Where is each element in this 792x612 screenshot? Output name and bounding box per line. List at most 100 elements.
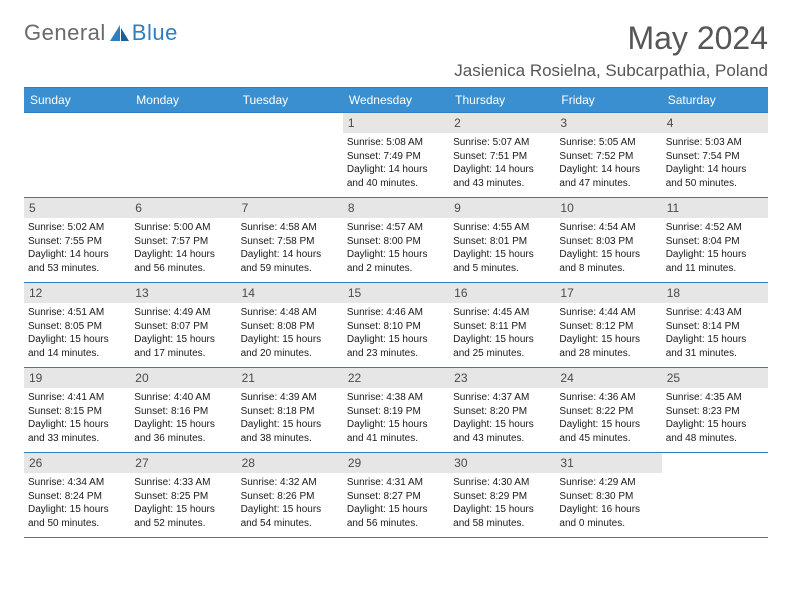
daylight-line: Daylight: 15 hours and 8 minutes. — [559, 248, 657, 275]
daylight-line: Daylight: 15 hours and 41 minutes. — [347, 418, 445, 445]
day-number: 25 — [662, 368, 768, 388]
title-block: May 2024 Jasienica Rosielna, Subcarpathi… — [454, 20, 768, 81]
sunset-line: Sunset: 8:10 PM — [347, 320, 445, 334]
month-title: May 2024 — [454, 20, 768, 57]
day-cell: 7 Sunrise: 4:58 AMSunset: 7:58 PMDaylight… — [237, 197, 343, 282]
bottom-rule — [24, 537, 768, 538]
daylight-line: Daylight: 15 hours and 28 minutes. — [559, 333, 657, 360]
daylight-line: Daylight: 16 hours and 0 minutes. — [559, 503, 657, 530]
sunset-line: Sunset: 8:23 PM — [666, 405, 764, 419]
day-cell: 23Sunrise: 4:37 AMSunset: 8:20 PMDayligh… — [449, 367, 555, 452]
day-number: 18 — [662, 283, 768, 303]
day-number: 23 — [449, 368, 555, 388]
day-cell: 11Sunrise: 4:52 AMSunset: 8:04 PMDayligh… — [662, 197, 768, 282]
day-info: Sunrise: 5:00 AMSunset: 7:57 PMDaylight:… — [134, 221, 232, 275]
day-info: Sunrise: 5:05 AMSunset: 7:52 PMDaylight:… — [559, 136, 657, 190]
day-cell: 14Sunrise: 4:48 AMSunset: 8:08 PMDayligh… — [237, 282, 343, 367]
sunset-line: Sunset: 8:29 PM — [453, 490, 551, 504]
day-info: Sunrise: 4:36 AMSunset: 8:22 PMDaylight:… — [559, 391, 657, 445]
daylight-line: Daylight: 15 hours and 52 minutes. — [134, 503, 232, 530]
daylight-line: Daylight: 14 hours and 56 minutes. — [134, 248, 232, 275]
sunrise-line: Sunrise: 4:44 AM — [559, 306, 657, 320]
sunrise-line: Sunrise: 4:32 AM — [241, 476, 339, 490]
day-info: Sunrise: 4:49 AMSunset: 8:07 PMDaylight:… — [134, 306, 232, 360]
day-info: Sunrise: 4:33 AMSunset: 8:25 PMDaylight:… — [134, 476, 232, 530]
sunset-line: Sunset: 8:20 PM — [453, 405, 551, 419]
day-number: 19 — [24, 368, 130, 388]
sunrise-line: Sunrise: 4:58 AM — [241, 221, 339, 235]
day-header: Monday — [130, 88, 236, 112]
day-cell: 29Sunrise: 4:31 AMSunset: 8:27 PMDayligh… — [343, 452, 449, 537]
sunset-line: Sunset: 8:00 PM — [347, 235, 445, 249]
daylight-line: Daylight: 15 hours and 25 minutes. — [453, 333, 551, 360]
sunset-line: Sunset: 8:30 PM — [559, 490, 657, 504]
sunset-line: Sunset: 8:04 PM — [666, 235, 764, 249]
sunrise-line: Sunrise: 4:38 AM — [347, 391, 445, 405]
daylight-line: Daylight: 15 hours and 48 minutes. — [666, 418, 764, 445]
sunset-line: Sunset: 8:12 PM — [559, 320, 657, 334]
day-number: 7 — [237, 198, 343, 218]
day-info: Sunrise: 4:38 AMSunset: 8:19 PMDaylight:… — [347, 391, 445, 445]
sunrise-line: Sunrise: 5:02 AM — [28, 221, 126, 235]
sunset-line: Sunset: 7:57 PM — [134, 235, 232, 249]
day-cell-empty: . — [237, 112, 343, 197]
location: Jasienica Rosielna, Subcarpathia, Poland — [454, 61, 768, 81]
day-info: Sunrise: 5:07 AMSunset: 7:51 PMDaylight:… — [453, 136, 551, 190]
day-cell: 19 Sunrise: 4:41 AMSunset: 8:15 PMDayligh… — [24, 367, 130, 452]
sunset-line: Sunset: 8:22 PM — [559, 405, 657, 419]
day-header: Saturday — [662, 88, 768, 112]
day-number: 22 — [343, 368, 449, 388]
sunrise-line: Sunrise: 4:39 AM — [241, 391, 339, 405]
day-cell: 9Sunrise: 4:55 AMSunset: 8:01 PMDaylight… — [449, 197, 555, 282]
sunrise-line: Sunrise: 5:03 AM — [666, 136, 764, 150]
sunset-line: Sunset: 7:58 PM — [241, 235, 339, 249]
day-info: Sunrise: 4:35 AMSunset: 8:23 PMDaylight:… — [666, 391, 764, 445]
daylight-line: Daylight: 15 hours and 38 minutes. — [241, 418, 339, 445]
day-cell: 5Sunrise: 5:02 AMSunset: 7:55 PMDaylight… — [24, 197, 130, 282]
day-header: Friday — [555, 88, 661, 112]
sunrise-line: Sunrise: 5:08 AM — [347, 136, 445, 150]
sunset-line: Sunset: 8:26 PM — [241, 490, 339, 504]
sunset-line: Sunset: 7:51 PM — [453, 150, 551, 164]
day-info: Sunrise: 4:30 AMSunset: 8:29 PMDaylight:… — [453, 476, 551, 530]
sunrise-line: Sunrise: 4:36 AM — [559, 391, 657, 405]
day-info: Sunrise: 4:41 AMSunset: 8:15 PMDaylight:… — [28, 391, 126, 445]
calendar-grid: SundayMondayTuesdayWednesdayThursdayFrid… — [24, 87, 768, 538]
day-cell: 21Sunrise: 4:39 AMSunset: 8:18 PMDayligh… — [237, 367, 343, 452]
day-info: Sunrise: 4:48 AMSunset: 8:08 PMDaylight:… — [241, 306, 339, 360]
daylight-line: Daylight: 14 hours and 47 minutes. — [559, 163, 657, 190]
day-header: Sunday — [24, 88, 130, 112]
day-cell: 24Sunrise: 4:36 AMSunset: 8:22 PMDayligh… — [555, 367, 661, 452]
day-number: 5 — [24, 198, 130, 218]
daylight-line: Daylight: 14 hours and 59 minutes. — [241, 248, 339, 275]
sunrise-line: Sunrise: 5:07 AM — [453, 136, 551, 150]
sunrise-line: Sunrise: 4:40 AM — [134, 391, 232, 405]
day-info: Sunrise: 4:43 AMSunset: 8:14 PMDaylight:… — [666, 306, 764, 360]
day-cell-empty: . — [662, 452, 768, 537]
sunrise-line: Sunrise: 4:48 AM — [241, 306, 339, 320]
day-info: Sunrise: 5:08 AMSunset: 7:49 PMDaylight:… — [347, 136, 445, 190]
day-number: 29 — [343, 453, 449, 473]
day-number: 4 — [662, 113, 768, 133]
sunrise-line: Sunrise: 4:51 AM — [28, 306, 126, 320]
day-cell: 27Sunrise: 4:33 AMSunset: 8:25 PMDayligh… — [130, 452, 236, 537]
day-info: Sunrise: 4:54 AMSunset: 8:03 PMDaylight:… — [559, 221, 657, 275]
daylight-line: Daylight: 15 hours and 5 minutes. — [453, 248, 551, 275]
sunrise-line: Sunrise: 4:34 AM — [28, 476, 126, 490]
sunset-line: Sunset: 7:54 PM — [666, 150, 764, 164]
day-info: Sunrise: 4:52 AMSunset: 8:04 PMDaylight:… — [666, 221, 764, 275]
day-number: 2 — [449, 113, 555, 133]
day-cell: 28Sunrise: 4:32 AMSunset: 8:26 PMDayligh… — [237, 452, 343, 537]
day-cell: 10Sunrise: 4:54 AMSunset: 8:03 PMDayligh… — [555, 197, 661, 282]
sunrise-line: Sunrise: 4:43 AM — [666, 306, 764, 320]
day-number: 13 — [130, 283, 236, 303]
day-info: Sunrise: 5:03 AMSunset: 7:54 PMDaylight:… — [666, 136, 764, 190]
daylight-line: Daylight: 15 hours and 20 minutes. — [241, 333, 339, 360]
day-number: 20 — [130, 368, 236, 388]
day-info: Sunrise: 4:58 AMSunset: 7:58 PMDaylight:… — [241, 221, 339, 275]
sunrise-line: Sunrise: 5:00 AM — [134, 221, 232, 235]
sunset-line: Sunset: 8:15 PM — [28, 405, 126, 419]
daylight-line: Daylight: 14 hours and 53 minutes. — [28, 248, 126, 275]
daylight-line: Daylight: 15 hours and 36 minutes. — [134, 418, 232, 445]
day-cell: 2 Sunrise: 5:07 AMSunset: 7:51 PMDaylight… — [449, 112, 555, 197]
